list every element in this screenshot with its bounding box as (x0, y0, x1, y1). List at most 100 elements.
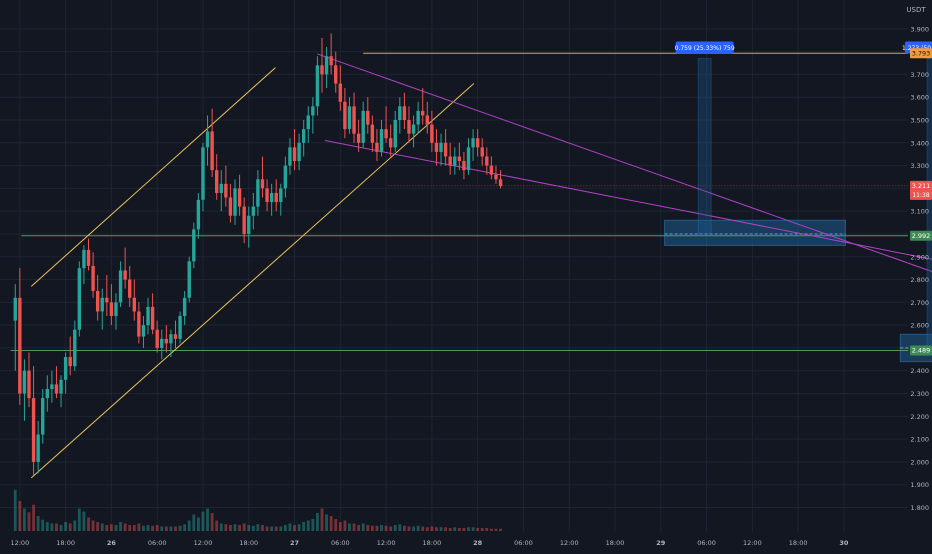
candle-body (398, 106, 402, 121)
candle-body (86, 249, 91, 266)
volume-bar (439, 527, 443, 531)
channel-lower-line[interactable] (30, 83, 475, 479)
candle-body (237, 188, 242, 207)
candle-body (485, 156, 489, 166)
volume-bar (128, 525, 132, 531)
volume-bar (261, 525, 264, 531)
candle-body (137, 311, 141, 337)
volume-bar (251, 525, 255, 531)
candle-body (160, 338, 164, 348)
wedge-upper-line[interactable] (317, 53, 932, 316)
measure-bar-2 (926, 58, 932, 349)
candles (13, 33, 503, 476)
volume-bar (41, 519, 45, 531)
volume-bar (499, 528, 502, 531)
volume-bar (320, 508, 324, 531)
candle-body (73, 329, 77, 367)
volume-bar (36, 516, 40, 531)
channel-upper-line[interactable] (30, 67, 276, 287)
target-zone-1[interactable] (664, 219, 846, 246)
candle-body (214, 170, 219, 193)
price-tick-label: 3.500 (910, 117, 929, 125)
candle-body (205, 131, 210, 148)
candle-body (27, 370, 31, 399)
volume-bar (361, 523, 365, 531)
price-tick-label: 3.600 (910, 94, 929, 102)
candle-body (169, 334, 173, 344)
volume-bar (196, 517, 200, 531)
candle-body (182, 297, 187, 317)
wedge-lower-line[interactable] (324, 140, 932, 285)
volume-bar (50, 523, 54, 531)
volume-bar (91, 520, 95, 531)
volume-bar (224, 524, 228, 531)
measure-callout-bg-1 (675, 41, 734, 54)
volume-bar (183, 524, 187, 531)
candle-body (320, 65, 324, 75)
candle-body (100, 297, 104, 312)
candle-body (334, 65, 338, 84)
candle-body (279, 188, 283, 203)
time-tick-label: 28 (473, 539, 483, 547)
volume-bar (105, 525, 109, 531)
volume-bar (316, 513, 319, 531)
time-tick-label: 12:00 (194, 539, 213, 547)
candle-body (343, 101, 347, 130)
candle-body (269, 192, 274, 203)
candle-body (338, 83, 343, 102)
time-axis[interactable]: 12:00 18:00 26 06:00 12:00 18:00 27 06:00 12:00 1… (10, 539, 848, 547)
volume-bar (119, 522, 122, 531)
measure-callout-text-1: 0.759 (25.33%) 759 (675, 45, 735, 52)
candle-body (494, 174, 498, 180)
drawing-lines[interactable] (10, 52, 932, 479)
candle-body (311, 106, 315, 116)
grid (0, 0, 908, 532)
candle-body (274, 192, 278, 203)
time-tick-label: 12:00 (377, 539, 396, 547)
candle-body (265, 188, 269, 203)
candle-body (105, 297, 109, 303)
candle-body (192, 229, 196, 262)
candle-body (489, 165, 494, 175)
measure-bar-1 (697, 58, 712, 235)
time-tick-label: 27 (290, 539, 299, 547)
candle-body (187, 261, 191, 298)
candle-body (379, 129, 384, 152)
candle-body (475, 138, 480, 148)
volume-bar (435, 527, 438, 531)
volume-bar (201, 511, 205, 531)
volume-bar (412, 526, 415, 531)
volume-bar (219, 523, 223, 531)
volume-bar (329, 516, 333, 531)
volume-bar (256, 524, 260, 531)
volume-bar (142, 525, 145, 531)
volume-bar (430, 526, 434, 531)
price-tick-label: 3.100 (910, 208, 929, 216)
price-tick-label: 3.400 (910, 139, 929, 147)
volume-bar (476, 528, 480, 531)
currency-label: USDT (906, 6, 926, 14)
candle-body (45, 388, 50, 399)
support-2-price-label: 2.489 (912, 347, 931, 355)
volume-bar (489, 528, 493, 531)
resistance-price-label: 3.793 (912, 50, 931, 58)
countdown-label: 11:38 (912, 192, 929, 199)
candle-body (173, 334, 178, 339)
volume-bar (164, 526, 168, 531)
candle-body (91, 265, 95, 291)
volume-bar (425, 527, 429, 531)
candle-body (301, 129, 306, 143)
time-tick-label: 12:00 (560, 539, 579, 547)
candle-body (283, 165, 288, 189)
volume-bar (82, 511, 86, 531)
price-labels: 3.793 3.211 11:38 2.992 2.489 (910, 48, 932, 356)
volume-bar (123, 523, 127, 531)
volume-bar (375, 525, 379, 531)
volume-bar (45, 522, 49, 531)
volume-bar (343, 520, 347, 531)
volume-bar (174, 526, 177, 531)
candle-body (118, 270, 123, 303)
volume-bar (137, 523, 141, 531)
